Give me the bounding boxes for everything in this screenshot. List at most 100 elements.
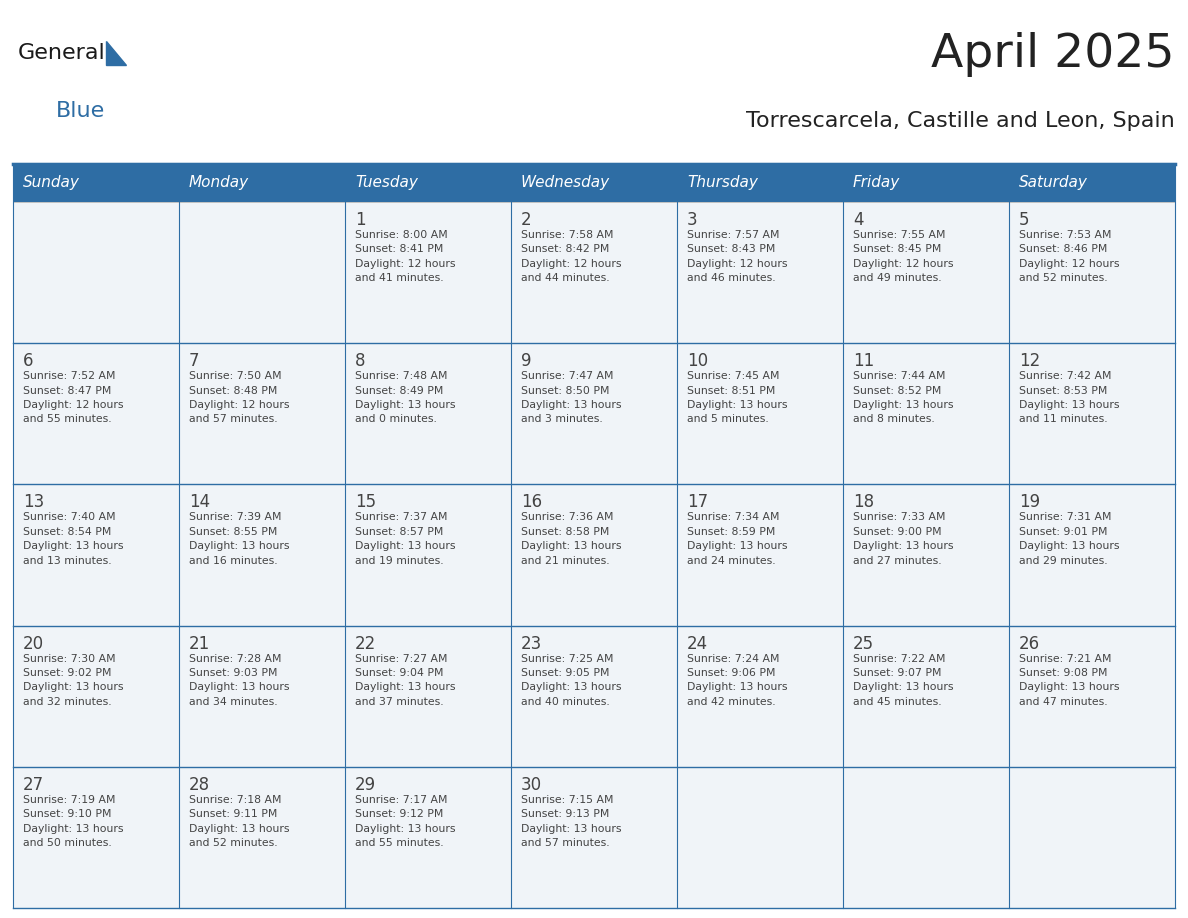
Text: Sunrise: 7:37 AM
Sunset: 8:57 PM
Daylight: 13 hours
and 19 minutes.: Sunrise: 7:37 AM Sunset: 8:57 PM Dayligh… — [355, 512, 455, 565]
Text: 1: 1 — [355, 211, 366, 229]
Text: Sunrise: 7:40 AM
Sunset: 8:54 PM
Daylight: 13 hours
and 13 minutes.: Sunrise: 7:40 AM Sunset: 8:54 PM Dayligh… — [23, 512, 124, 565]
Bar — [179, 343, 345, 485]
Bar — [511, 625, 677, 767]
Text: Sunrise: 7:36 AM
Sunset: 8:58 PM
Daylight: 13 hours
and 21 minutes.: Sunrise: 7:36 AM Sunset: 8:58 PM Dayligh… — [522, 512, 621, 565]
Text: Sunrise: 7:22 AM
Sunset: 9:07 PM
Daylight: 13 hours
and 45 minutes.: Sunrise: 7:22 AM Sunset: 9:07 PM Dayligh… — [853, 654, 954, 707]
Text: 5: 5 — [1019, 211, 1030, 229]
Text: Sunrise: 7:21 AM
Sunset: 9:08 PM
Daylight: 13 hours
and 47 minutes.: Sunrise: 7:21 AM Sunset: 9:08 PM Dayligh… — [1019, 654, 1119, 707]
Bar — [843, 343, 1009, 485]
Text: Sunrise: 8:00 AM
Sunset: 8:41 PM
Daylight: 12 hours
and 41 minutes.: Sunrise: 8:00 AM Sunset: 8:41 PM Dayligh… — [355, 230, 455, 283]
Text: Sunrise: 7:33 AM
Sunset: 9:00 PM
Daylight: 13 hours
and 27 minutes.: Sunrise: 7:33 AM Sunset: 9:00 PM Dayligh… — [853, 512, 954, 565]
Text: Sunrise: 7:45 AM
Sunset: 8:51 PM
Daylight: 13 hours
and 5 minutes.: Sunrise: 7:45 AM Sunset: 8:51 PM Dayligh… — [687, 371, 788, 424]
Bar — [179, 625, 345, 767]
Text: 7: 7 — [189, 353, 200, 370]
Text: Sunrise: 7:17 AM
Sunset: 9:12 PM
Daylight: 13 hours
and 55 minutes.: Sunrise: 7:17 AM Sunset: 9:12 PM Dayligh… — [355, 795, 455, 848]
Text: Sunrise: 7:27 AM
Sunset: 9:04 PM
Daylight: 13 hours
and 37 minutes.: Sunrise: 7:27 AM Sunset: 9:04 PM Dayligh… — [355, 654, 455, 707]
Text: 29: 29 — [355, 776, 377, 794]
Text: 26: 26 — [1019, 634, 1041, 653]
Text: 3: 3 — [687, 211, 697, 229]
Text: Sunrise: 7:28 AM
Sunset: 9:03 PM
Daylight: 13 hours
and 34 minutes.: Sunrise: 7:28 AM Sunset: 9:03 PM Dayligh… — [189, 654, 290, 707]
Text: Sunrise: 7:50 AM
Sunset: 8:48 PM
Daylight: 12 hours
and 57 minutes.: Sunrise: 7:50 AM Sunset: 8:48 PM Dayligh… — [189, 371, 290, 424]
Text: Sunrise: 7:42 AM
Sunset: 8:53 PM
Daylight: 13 hours
and 11 minutes.: Sunrise: 7:42 AM Sunset: 8:53 PM Dayligh… — [1019, 371, 1119, 424]
Bar — [843, 767, 1009, 908]
Text: Sunrise: 7:55 AM
Sunset: 8:45 PM
Daylight: 12 hours
and 49 minutes.: Sunrise: 7:55 AM Sunset: 8:45 PM Dayligh… — [853, 230, 954, 283]
Bar — [843, 485, 1009, 625]
Bar — [1009, 485, 1175, 625]
Text: 24: 24 — [687, 634, 708, 653]
Text: Sunrise: 7:57 AM
Sunset: 8:43 PM
Daylight: 12 hours
and 46 minutes.: Sunrise: 7:57 AM Sunset: 8:43 PM Dayligh… — [687, 230, 788, 283]
Text: Sunrise: 7:15 AM
Sunset: 9:13 PM
Daylight: 13 hours
and 57 minutes.: Sunrise: 7:15 AM Sunset: 9:13 PM Dayligh… — [522, 795, 621, 848]
Text: 27: 27 — [23, 776, 44, 794]
Bar — [345, 485, 511, 625]
Text: Sunrise: 7:34 AM
Sunset: 8:59 PM
Daylight: 13 hours
and 24 minutes.: Sunrise: 7:34 AM Sunset: 8:59 PM Dayligh… — [687, 512, 788, 565]
Text: Sunrise: 7:47 AM
Sunset: 8:50 PM
Daylight: 13 hours
and 3 minutes.: Sunrise: 7:47 AM Sunset: 8:50 PM Dayligh… — [522, 371, 621, 424]
Bar — [179, 485, 345, 625]
Bar — [345, 767, 511, 908]
Text: Blue: Blue — [56, 101, 106, 121]
Text: 17: 17 — [687, 493, 708, 511]
Bar — [13, 164, 1175, 202]
Polygon shape — [106, 41, 126, 65]
Text: 2: 2 — [522, 211, 531, 229]
Text: Sunrise: 7:30 AM
Sunset: 9:02 PM
Daylight: 13 hours
and 32 minutes.: Sunrise: 7:30 AM Sunset: 9:02 PM Dayligh… — [23, 654, 124, 707]
Text: 30: 30 — [522, 776, 542, 794]
Bar — [345, 625, 511, 767]
Text: Sunrise: 7:19 AM
Sunset: 9:10 PM
Daylight: 13 hours
and 50 minutes.: Sunrise: 7:19 AM Sunset: 9:10 PM Dayligh… — [23, 795, 124, 848]
Text: Sunrise: 7:39 AM
Sunset: 8:55 PM
Daylight: 13 hours
and 16 minutes.: Sunrise: 7:39 AM Sunset: 8:55 PM Dayligh… — [189, 512, 290, 565]
Text: 18: 18 — [853, 493, 874, 511]
Text: 23: 23 — [522, 634, 542, 653]
Text: 15: 15 — [355, 493, 377, 511]
Bar — [677, 343, 843, 485]
Text: 11: 11 — [853, 353, 874, 370]
Text: 20: 20 — [23, 634, 44, 653]
Bar — [1009, 625, 1175, 767]
Text: 16: 16 — [522, 493, 542, 511]
Text: Sunrise: 7:58 AM
Sunset: 8:42 PM
Daylight: 12 hours
and 44 minutes.: Sunrise: 7:58 AM Sunset: 8:42 PM Dayligh… — [522, 230, 621, 283]
Text: Sunrise: 7:25 AM
Sunset: 9:05 PM
Daylight: 13 hours
and 40 minutes.: Sunrise: 7:25 AM Sunset: 9:05 PM Dayligh… — [522, 654, 621, 707]
Bar — [13, 485, 179, 625]
Bar — [843, 625, 1009, 767]
Text: Sunrise: 7:52 AM
Sunset: 8:47 PM
Daylight: 12 hours
and 55 minutes.: Sunrise: 7:52 AM Sunset: 8:47 PM Dayligh… — [23, 371, 124, 424]
Bar — [843, 202, 1009, 343]
Bar — [677, 202, 843, 343]
Text: Friday: Friday — [853, 175, 901, 191]
Text: Sunrise: 7:18 AM
Sunset: 9:11 PM
Daylight: 13 hours
and 52 minutes.: Sunrise: 7:18 AM Sunset: 9:11 PM Dayligh… — [189, 795, 290, 848]
Text: Monday: Monday — [189, 175, 249, 191]
Bar — [1009, 343, 1175, 485]
Text: 6: 6 — [23, 353, 33, 370]
Text: April 2025: April 2025 — [931, 32, 1175, 77]
Text: 4: 4 — [853, 211, 864, 229]
Text: 12: 12 — [1019, 353, 1041, 370]
Bar — [1009, 767, 1175, 908]
Text: 9: 9 — [522, 353, 531, 370]
Bar — [13, 202, 179, 343]
Bar — [1009, 202, 1175, 343]
Bar — [13, 625, 179, 767]
Bar — [511, 485, 677, 625]
Text: Sunrise: 7:44 AM
Sunset: 8:52 PM
Daylight: 13 hours
and 8 minutes.: Sunrise: 7:44 AM Sunset: 8:52 PM Dayligh… — [853, 371, 954, 424]
Bar — [345, 202, 511, 343]
Text: Wednesday: Wednesday — [522, 175, 611, 191]
Text: Sunday: Sunday — [23, 175, 80, 191]
Text: Saturday: Saturday — [1019, 175, 1088, 191]
Bar — [179, 202, 345, 343]
Text: 8: 8 — [355, 353, 366, 370]
Text: 25: 25 — [853, 634, 874, 653]
Text: Sunrise: 7:31 AM
Sunset: 9:01 PM
Daylight: 13 hours
and 29 minutes.: Sunrise: 7:31 AM Sunset: 9:01 PM Dayligh… — [1019, 512, 1119, 565]
Text: 13: 13 — [23, 493, 44, 511]
Bar — [13, 343, 179, 485]
Text: Sunrise: 7:48 AM
Sunset: 8:49 PM
Daylight: 13 hours
and 0 minutes.: Sunrise: 7:48 AM Sunset: 8:49 PM Dayligh… — [355, 371, 455, 424]
Text: 21: 21 — [189, 634, 210, 653]
Text: 10: 10 — [687, 353, 708, 370]
Text: 19: 19 — [1019, 493, 1041, 511]
Bar — [677, 625, 843, 767]
Bar — [179, 767, 345, 908]
Bar — [13, 767, 179, 908]
Bar — [345, 343, 511, 485]
Bar — [677, 767, 843, 908]
Bar — [511, 343, 677, 485]
Text: Sunrise: 7:24 AM
Sunset: 9:06 PM
Daylight: 13 hours
and 42 minutes.: Sunrise: 7:24 AM Sunset: 9:06 PM Dayligh… — [687, 654, 788, 707]
Text: Sunrise: 7:53 AM
Sunset: 8:46 PM
Daylight: 12 hours
and 52 minutes.: Sunrise: 7:53 AM Sunset: 8:46 PM Dayligh… — [1019, 230, 1119, 283]
Text: Thursday: Thursday — [687, 175, 758, 191]
Text: General: General — [18, 43, 106, 63]
